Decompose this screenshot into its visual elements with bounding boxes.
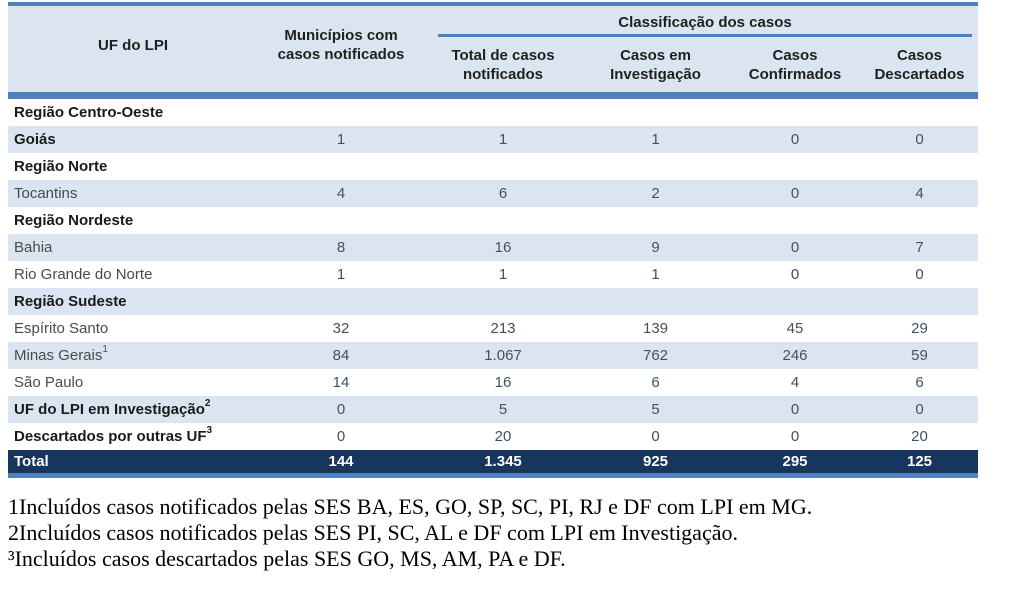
row-label: Região Norte xyxy=(14,158,108,175)
row-cell: 6 xyxy=(651,374,660,391)
row-label: Descartados por outras UF3 xyxy=(14,425,213,446)
row-cell: 6 xyxy=(915,374,924,391)
table-row: Minas Gerais1 84 1.067 762 246 59 xyxy=(8,342,978,369)
table-row: Descartados por outras UF3 0 20 0 0 20 xyxy=(8,423,978,450)
row-cell: 32 xyxy=(332,320,350,337)
row-cell: 1 xyxy=(651,266,660,283)
row-cell: 7 xyxy=(915,239,924,256)
table-row-total: Total 144 1.345 925 295 125 xyxy=(8,450,978,478)
table-row: Região Centro-Oeste xyxy=(8,99,978,126)
table-row: Região Sudeste xyxy=(8,288,978,315)
row-label: Tocantins xyxy=(14,185,78,202)
row-cell: 0 xyxy=(790,428,800,445)
row-label: Região Centro-Oeste xyxy=(14,104,164,121)
row-cell: 6 xyxy=(498,185,508,202)
header-casos-descartados: Casos Descartados xyxy=(874,47,965,83)
table-row: Região Nordeste xyxy=(8,207,978,234)
row-cell: 1 xyxy=(336,266,346,283)
row-cell: 4 xyxy=(790,374,800,391)
row-label: São Paulo xyxy=(14,374,84,391)
footnote-2: 2Incluídos casos notificados pelas SES P… xyxy=(8,520,738,545)
footnote-3: ³Incluídos casos descartados pelas SES G… xyxy=(8,546,566,571)
row-cell: 8 xyxy=(336,239,346,256)
row-cell: 20 xyxy=(911,428,928,445)
row-cell: 0 xyxy=(336,428,346,445)
row-cell: 139 xyxy=(642,320,669,337)
row-cell: 16 xyxy=(494,374,512,391)
header-total-casos: Total de casos notificados xyxy=(451,47,555,83)
row-cell: 246 xyxy=(782,347,808,364)
footnote-1: 1Incluídos casos notificados pelas SES B… xyxy=(8,494,813,519)
row-cell: 213 xyxy=(490,320,516,337)
total-casos-investigacao: 925 xyxy=(642,453,669,470)
row-label: Região Nordeste xyxy=(14,212,134,229)
header-casos-investigacao: Casos em Investigação xyxy=(610,47,701,83)
row-cell: 4 xyxy=(915,185,924,202)
row-cell: 5 xyxy=(498,401,508,418)
row-cell: 0 xyxy=(915,266,924,283)
total-casos-notificados: 1.345 xyxy=(484,453,522,470)
table-row: Tocantins 4 6 2 0 4 xyxy=(8,180,978,207)
row-label: Minas Gerais1 xyxy=(14,344,108,365)
row-cell: 16 xyxy=(494,239,512,256)
cases-classification-table: UF do LPI Municípios com casos notificad… xyxy=(8,2,978,478)
table-row: Goiás 1 1 1 0 0 xyxy=(8,126,978,153)
row-cell: 0 xyxy=(790,266,800,283)
row-cell: 1 xyxy=(498,131,508,148)
row-cell: 1 xyxy=(498,266,508,283)
row-label: Espírito Santo xyxy=(14,320,109,337)
total-casos-confirmados: 295 xyxy=(782,453,808,470)
header-uf-do-lpi: UF do LPI xyxy=(98,36,168,54)
row-cell: 45 xyxy=(786,320,804,337)
row-cell: 2 xyxy=(651,185,660,202)
header-group-classificacao: Classificação dos casos xyxy=(438,6,972,37)
row-cell: 4 xyxy=(336,185,346,202)
row-label: Total xyxy=(14,453,49,470)
row-cell: 0 xyxy=(790,185,800,202)
row-cell: 1 xyxy=(336,131,346,148)
row-cell: 0 xyxy=(336,401,346,418)
total-casos-descartados: 125 xyxy=(906,453,933,470)
row-cell: 0 xyxy=(915,131,924,148)
header-municipios: Municípios com casos notificados xyxy=(277,27,405,63)
table-row: UF do LPI em Investigação2 0 5 5 0 0 xyxy=(8,396,978,423)
row-label: UF do LPI em Investigação2 xyxy=(14,398,211,419)
table-body: Região Centro-Oeste Goiás 1 1 1 0 0 Regi… xyxy=(8,99,978,450)
table-row: Espírito Santo 32 213 139 45 29 xyxy=(8,315,978,342)
table-row: Bahia 8 16 9 0 7 xyxy=(8,234,978,261)
row-cell: 0 xyxy=(651,428,660,445)
row-cell: 0 xyxy=(790,401,800,418)
row-cell: 20 xyxy=(494,428,512,445)
row-cell: 29 xyxy=(911,320,928,337)
row-cell: 84 xyxy=(332,347,350,364)
row-cell: 762 xyxy=(642,347,669,364)
header-casos-confirmados: Casos Confirmados xyxy=(748,47,842,83)
row-cell: 9 xyxy=(651,239,660,256)
row-cell: 14 xyxy=(332,374,350,391)
row-cell: 5 xyxy=(651,401,660,418)
row-cell: 0 xyxy=(915,401,924,418)
total-municipios: 144 xyxy=(328,453,354,470)
row-cell: 1 xyxy=(651,131,660,148)
footnotes: 1Incluídos casos notificados pelas SES B… xyxy=(8,494,1011,572)
table-header: UF do LPI Municípios com casos notificad… xyxy=(8,6,978,99)
row-cell: 59 xyxy=(911,347,928,364)
row-label: Goiás xyxy=(14,131,56,148)
row-label: Bahia xyxy=(14,239,53,256)
row-label: Rio Grande do Norte xyxy=(14,266,153,283)
table-row: Rio Grande do Norte 1 1 1 0 0 xyxy=(8,261,978,288)
table-row: Região Norte xyxy=(8,153,978,180)
row-label: Região Sudeste xyxy=(14,293,127,310)
row-cell: 1.067 xyxy=(484,347,522,364)
row-cell: 0 xyxy=(790,131,800,148)
table-row: São Paulo 14 16 6 4 6 xyxy=(8,369,978,396)
row-cell: 0 xyxy=(790,239,800,256)
